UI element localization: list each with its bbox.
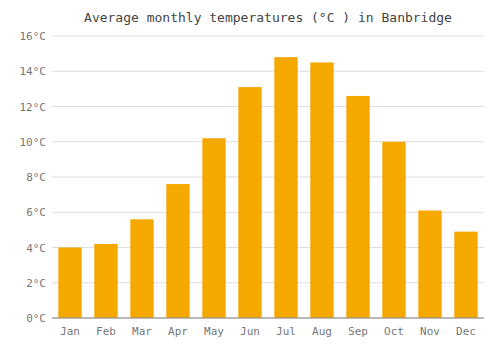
y-grid <box>52 36 484 318</box>
chart: Average monthly temperatures (°C ) in Ba… <box>0 0 500 350</box>
y-tick-label: 6°C <box>26 206 46 219</box>
y-tick-labels: 0°C 2°C 4°C 6°C 8°C 10°C 12°C 14°C 16°C <box>20 30 47 325</box>
x-tick-label: Jan <box>60 325 80 338</box>
grid-line <box>52 141 484 142</box>
x-tick-label: Apr <box>168 325 188 338</box>
y-tick-label: 14°C <box>20 65 47 78</box>
y-tick-label: 4°C <box>26 242 46 255</box>
bar <box>94 244 117 318</box>
title: Average monthly temperatures (°C ) in Ba… <box>84 10 452 25</box>
y-tick-label: 16°C <box>20 30 47 43</box>
x-tick-label: Feb <box>96 325 116 338</box>
x-tick-label: Aug <box>312 325 332 338</box>
x-tick-label: Jun <box>240 325 260 338</box>
y-tick-label: 10°C <box>20 136 47 149</box>
bars <box>58 57 477 318</box>
bar <box>166 184 189 318</box>
bar <box>454 232 477 318</box>
x-tick-label: Mar <box>132 325 152 338</box>
bar <box>382 142 405 318</box>
y-tick-label: 12°C <box>20 101 47 114</box>
y-tick-label: 0°C <box>26 312 46 325</box>
y-tick-label: 8°C <box>26 171 46 184</box>
x-tick-labels: Jan Feb Mar Apr May Jun Jul Aug Sep Oct Nov Dec <box>60 325 476 338</box>
grid-line <box>52 106 484 107</box>
bar <box>310 62 333 318</box>
bar <box>418 210 441 318</box>
bar <box>58 248 81 319</box>
bar <box>346 96 369 318</box>
x-tick-label: Jul <box>276 325 296 338</box>
x-tick-label: Sep <box>348 325 368 338</box>
bar <box>130 219 153 318</box>
grid-line <box>52 36 484 37</box>
x-tick-label: May <box>204 325 224 338</box>
bar <box>202 138 225 318</box>
y-tick-label: 2°C <box>26 277 46 290</box>
grid-line <box>52 177 484 178</box>
grid-line <box>52 71 484 72</box>
bar <box>238 87 261 318</box>
x-tick-label: Oct <box>384 325 404 338</box>
x-tick-label: Nov <box>420 325 440 338</box>
chart-container: Average monthly temperatures (°C ) in Ba… <box>0 0 500 350</box>
x-axis-line <box>52 318 484 319</box>
bar <box>274 57 297 318</box>
x-tick-label: Dec <box>456 325 476 338</box>
grid-line <box>52 318 484 319</box>
